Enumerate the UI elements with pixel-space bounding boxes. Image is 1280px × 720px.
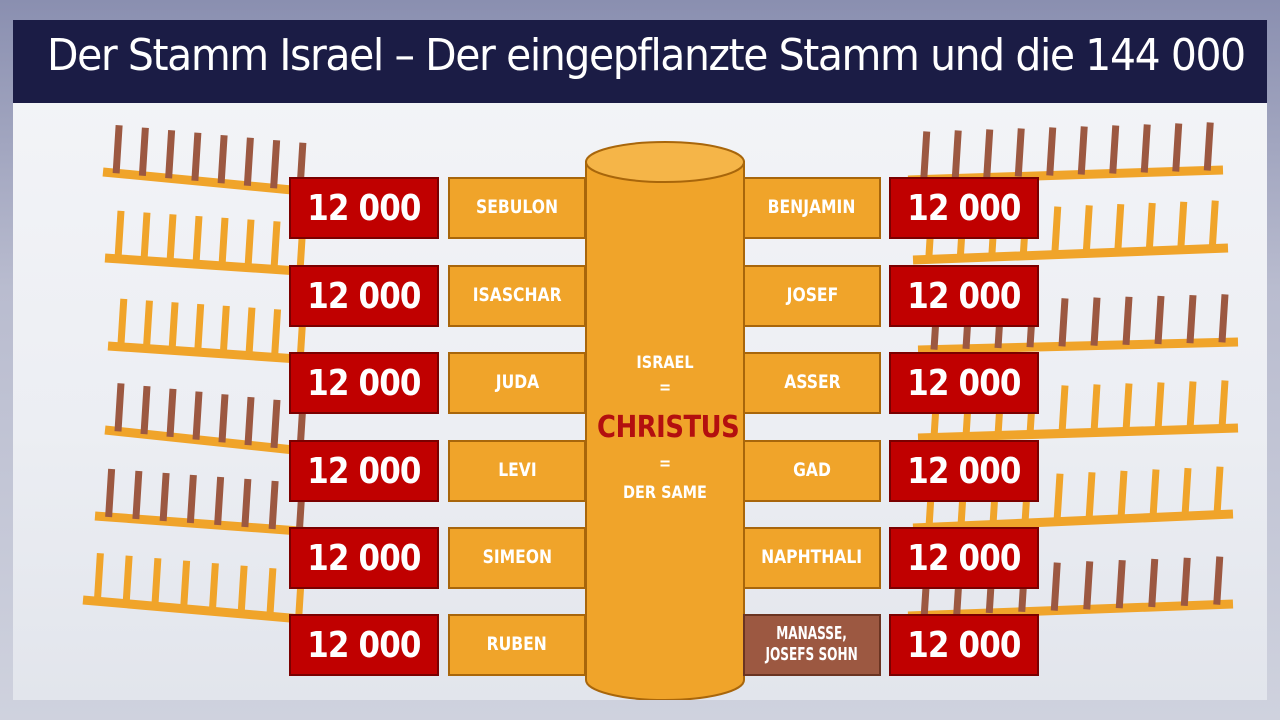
count-box-ruben: 12 000 <box>289 614 439 676</box>
count-box-gad: 12 000 <box>889 440 1039 502</box>
tribe-box-josef: JOSEF <box>743 265 881 327</box>
tribe-box-simeon: SIMEON <box>448 527 586 589</box>
left-branch-1 <box>102 125 314 197</box>
count-box-juda: 12 000 <box>289 352 439 414</box>
slide-title: Der Stamm Israel – Der eingepflanzte Sta… <box>47 30 1246 81</box>
pillar-equals-2: = <box>658 454 672 474</box>
tribe-box-isaschar: ISASCHAR <box>448 265 586 327</box>
tribe-box-ruben: RUBEN <box>448 614 586 676</box>
pillar-shape <box>585 141 745 700</box>
pillar-israel: ISRAEL <box>636 353 694 373</box>
manasse-line-1: MANASSE, <box>776 623 848 645</box>
tribe-box-sebulon: SEBULON <box>448 177 586 239</box>
tribe-box-benjamin: BENJAMIN <box>743 177 881 239</box>
count-box-sebulon: 12 000 <box>289 177 439 239</box>
tribe-box-asser: ASSER <box>743 352 881 414</box>
pillar-der-same: DER SAME <box>623 483 707 503</box>
left-branch-3 <box>107 298 314 365</box>
count-box-simeon: 12 000 <box>289 527 439 589</box>
title-bar: Der Stamm Israel – Der eingepflanzte Sta… <box>13 20 1267 103</box>
tribe-box-levi: LEVI <box>448 440 586 502</box>
count-box-isaschar: 12 000 <box>289 265 439 327</box>
pillar-christus: CHRISTUS <box>597 410 740 445</box>
count-box-asser: 12 000 <box>889 352 1039 414</box>
pillar-equals-1: = <box>658 378 672 398</box>
tribe-box-naphthali: NAPHTHALI <box>743 527 881 589</box>
count-box-manasse: 12 000 <box>889 614 1039 676</box>
tribe-box-gad: GAD <box>743 440 881 502</box>
left-branch-6 <box>82 553 314 625</box>
count-box-levi: 12 000 <box>289 440 439 502</box>
tribe-box-manasse: MANASSE, JOSEFS SOHN <box>743 614 881 676</box>
count-box-naphthali: 12 000 <box>889 527 1039 589</box>
left-branch-5 <box>94 468 314 537</box>
count-box-benjamin: 12 000 <box>889 177 1039 239</box>
manasse-line-2: JOSEFS SOHN <box>765 644 859 665</box>
slide: Der Stamm Israel – Der eingepflanzte Sta… <box>13 20 1267 700</box>
tribe-box-juda: JUDA <box>448 352 586 414</box>
right-branch-1 <box>907 122 1224 185</box>
left-branch-4 <box>104 383 314 457</box>
left-branch-2 <box>104 210 314 277</box>
left-branches <box>82 125 314 625</box>
count-box-josef: 12 000 <box>889 265 1039 327</box>
